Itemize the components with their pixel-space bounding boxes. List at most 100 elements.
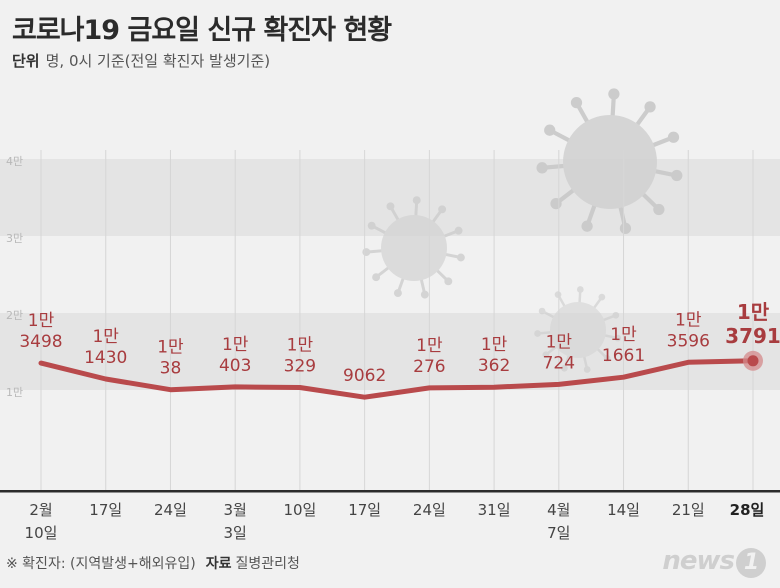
- x-tick-label: 17일: [348, 501, 381, 519]
- virus-body: [381, 215, 447, 281]
- x-tick-label: 3월: [224, 501, 247, 519]
- unit-label: 단위: [12, 52, 40, 70]
- data-label-line: 1만: [92, 327, 119, 347]
- x-axis-line: [0, 490, 780, 493]
- virus-knob: [412, 196, 421, 205]
- virus-knob: [444, 277, 453, 286]
- virus-knob: [438, 205, 447, 214]
- series-line: [38, 358, 756, 400]
- x-tick-label: 24일: [154, 501, 187, 519]
- y-tick-label: 1만: [6, 386, 23, 399]
- data-label-line: 1만: [675, 310, 702, 330]
- data-label-line: 1661: [602, 346, 645, 366]
- logo-mark: 1: [736, 548, 766, 578]
- grid-band: [0, 159, 780, 236]
- virus-knob: [362, 248, 371, 257]
- x-tick-label: 14일: [607, 501, 640, 519]
- data-label-line: 1만: [28, 311, 55, 331]
- x-gridlines: [40, 150, 754, 492]
- virus-knob: [598, 293, 606, 301]
- x-tick-label: 24일: [413, 501, 446, 519]
- x-tick-label: 31일: [478, 501, 511, 519]
- data-label-line: 1만: [222, 335, 249, 355]
- virus-icon-medium: [362, 196, 465, 299]
- virus-knob: [671, 169, 683, 182]
- footnote: ※ 확진자: (지역발생+해외유입) 자료 질병관리청: [6, 553, 300, 573]
- data-label-line: 329: [284, 356, 316, 376]
- virus-knob: [538, 307, 546, 315]
- logo-text: news: [662, 546, 735, 576]
- data-label-line: 1만: [416, 336, 443, 356]
- data-label-line: 362: [478, 356, 510, 376]
- virus-knob: [454, 226, 463, 235]
- series-line: [38, 358, 756, 400]
- data-label: 9062: [343, 366, 386, 386]
- virus-knob: [554, 291, 562, 299]
- virus-body: [563, 115, 657, 209]
- footnote-text: ※ 확진자: (지역발생+해외유입): [6, 556, 196, 572]
- data-label-line: 3791: [725, 324, 780, 348]
- x-tick-label: 4월: [547, 501, 570, 519]
- virus-knob: [667, 131, 680, 143]
- virus-knob: [581, 220, 593, 232]
- virus-knob: [420, 290, 429, 299]
- data-label-line: 1만: [481, 335, 508, 355]
- virus-knob: [393, 289, 402, 298]
- virus-knob: [583, 366, 591, 373]
- x-tick-label: 17일: [89, 501, 122, 519]
- virus-knob: [570, 97, 583, 109]
- y-tick-label: 4만: [6, 155, 23, 168]
- virus-icon-small: [534, 286, 622, 373]
- x-axis: 2월 10일 17일 24일 3월 3일 10일 17일 24일 31일 4월 7일 14일 21일 28일: [0, 490, 780, 542]
- news1-logo: news 1: [662, 546, 766, 578]
- data-label-line: 3596: [667, 331, 710, 351]
- x-tick-label: 2월: [29, 501, 52, 519]
- virus-knob: [550, 197, 562, 210]
- x-tick-label: 28일: [730, 501, 765, 519]
- virus-knob: [644, 101, 656, 113]
- y-tick-label: 3만: [6, 232, 23, 245]
- x-tick-label: 7일: [547, 524, 570, 542]
- data-label-line: 9062: [343, 366, 386, 386]
- data-label-line: 3498: [19, 332, 62, 352]
- virus-knob: [619, 222, 632, 235]
- x-tick-label: 10일: [283, 501, 316, 519]
- virus-illustrations: [362, 88, 683, 373]
- y-tick-label: 2만: [6, 309, 23, 322]
- data-label-line: 1만: [157, 338, 184, 358]
- source-label: 자료: [205, 556, 232, 572]
- x-tick-label: 3일: [224, 524, 247, 542]
- virus-knob: [536, 162, 548, 174]
- virus-body: [550, 302, 606, 358]
- data-label-line: 1430: [84, 348, 127, 368]
- virus-knob: [542, 351, 550, 359]
- virus-knob: [544, 124, 556, 136]
- x-tick-label: 21일: [672, 501, 705, 519]
- data-label-line: 1만: [737, 300, 770, 324]
- virus-knob: [386, 202, 395, 211]
- source-text: 질병관리청: [235, 556, 300, 572]
- unit-note: 단위 명, 0시 기준(전일 확진자 발생기준): [12, 50, 270, 71]
- virus-knob: [576, 286, 584, 293]
- y-tick-labels: 1만 2만 3만 4만: [6, 155, 23, 399]
- virus-knob: [534, 330, 541, 337]
- virus-knob: [603, 354, 611, 362]
- highlight-point-core: [747, 355, 759, 367]
- data-label-line: 1만: [610, 325, 637, 345]
- data-label-line: 1만: [287, 335, 314, 355]
- data-label-line: 276: [413, 357, 445, 377]
- virus-knob: [608, 88, 620, 100]
- virus-knob: [372, 273, 381, 282]
- virus-knob: [456, 253, 465, 262]
- page-title: 코로나19 금요일 신규 확진자 현황: [12, 15, 392, 46]
